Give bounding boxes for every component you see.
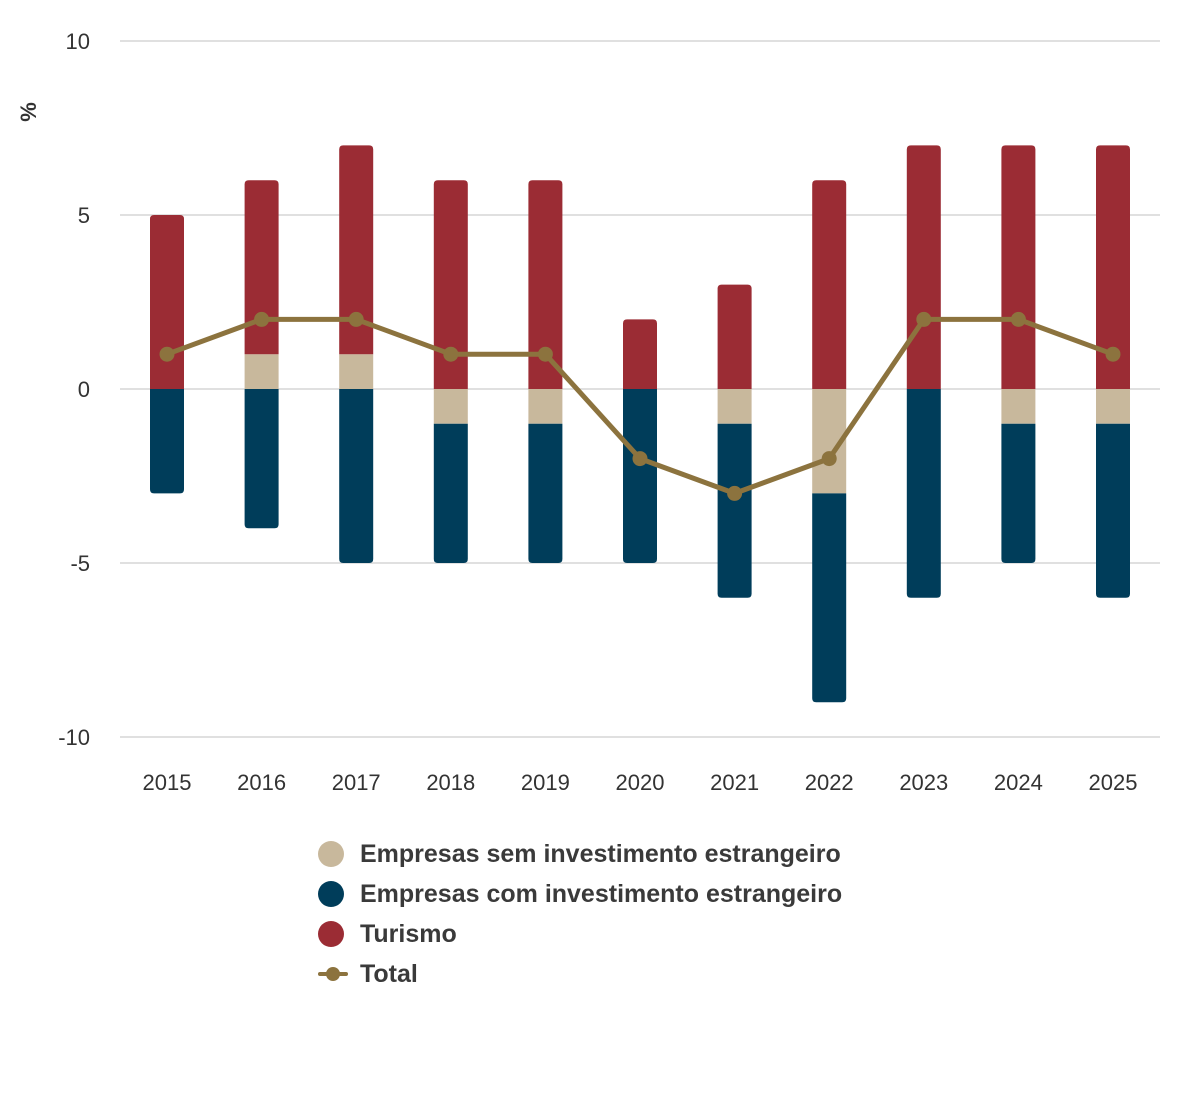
bar-2022-empresas-sem-investimento-estrangeiro: [812, 389, 847, 494]
bar-2025-empresas-sem-investimento-estrangeiro: [1096, 389, 1130, 424]
legend-item-total[interactable]: Total: [318, 954, 842, 994]
bar-2021-empresas-sem-investimento-estrangeiro: [717, 389, 752, 424]
total-line: [159, 311, 1121, 501]
bar-2018-turismo: [433, 180, 468, 389]
total-point-2024: [1010, 311, 1026, 327]
y-tick-label: -10: [58, 725, 90, 750]
bar-2024-turismo: [1001, 145, 1036, 389]
x-tick-label: 2015: [143, 770, 192, 795]
bar-2021-empresas-com-investimento-estrangeiro: [717, 423, 752, 598]
bar-2016-turismo: [244, 180, 279, 355]
y-axis-ticks: 10 5 0 -5 -10: [58, 29, 90, 750]
x-tick-label: 2019: [521, 770, 570, 795]
bar-2021-turismo: [717, 284, 752, 389]
y-tick-label: -5: [70, 551, 90, 576]
x-tick-label: 2021: [710, 770, 759, 795]
legend-label-turismo: Turismo: [360, 919, 457, 948]
y-tick-label: 5: [78, 203, 90, 228]
legend-item-sem-investimento[interactable]: Empresas sem investimento estrangeiro: [318, 834, 842, 874]
bar-2016-empresas-com-investimento-estrangeiro: [244, 389, 279, 529]
legend-item-com-investimento[interactable]: Empresas com investimento estrangeiro: [318, 874, 842, 914]
y-tick-label: 0: [78, 377, 90, 402]
bar-2018-empresas-com-investimento-estrangeiro: [433, 423, 468, 563]
total-point-2018: [443, 346, 459, 362]
total-point-2017: [348, 311, 364, 327]
bar-2017-turismo: [339, 145, 374, 355]
bar-2020-empresas-com-investimento-estrangeiro: [623, 389, 657, 563]
x-tick-label: 2022: [805, 770, 854, 795]
bar-2023-turismo: [906, 145, 941, 389]
x-tick-label: 2017: [332, 770, 381, 795]
legend-label-sem-investimento: Empresas sem investimento estrangeiro: [360, 839, 841, 868]
bar-2024-empresas-sem-investimento-estrangeiro: [1001, 389, 1036, 424]
bar-2025-empresas-com-investimento-estrangeiro: [1096, 423, 1130, 598]
x-tick-label: 2016: [237, 770, 286, 795]
x-tick-label: 2023: [899, 770, 948, 795]
bar-2022-turismo: [812, 180, 847, 389]
y-tick-label: 10: [66, 29, 90, 54]
total-point-2023: [916, 311, 932, 327]
legend-swatch-com-investimento: [318, 881, 344, 907]
total-point-2016: [254, 311, 270, 327]
x-tick-label: 2018: [426, 770, 475, 795]
total-point-2022: [821, 451, 837, 467]
bar-2020-turismo: [623, 319, 657, 389]
total-point-2015: [159, 346, 175, 362]
legend-swatch-total: [318, 961, 348, 987]
x-axis-ticks: 2015 2016 2017 2018 2019 2020 2021 2022 2023 2024…: [143, 770, 1138, 795]
chart: 10 5 0 -5 -10 % 2015 2016 2017 2018 2019 2020 2021…: [16, 29, 1160, 795]
bar-2023-empresas-com-investimento-estrangeiro: [906, 389, 941, 598]
bar-2017-empresas-com-investimento-estrangeiro: [339, 389, 374, 563]
x-tick-label: 2020: [616, 770, 665, 795]
bar-2019-empresas-com-investimento-estrangeiro: [528, 423, 563, 563]
legend-swatch-turismo: [318, 921, 344, 947]
bar-2024-empresas-com-investimento-estrangeiro: [1001, 423, 1036, 563]
bar-2019-empresas-sem-investimento-estrangeiro: [528, 389, 563, 424]
x-tick-label: 2025: [1089, 770, 1138, 795]
total-point-2025: [1105, 346, 1121, 362]
x-tick-label: 2024: [994, 770, 1043, 795]
legend: Empresas sem investimento estrangeiro Em…: [318, 834, 842, 994]
bar-2019-turismo: [528, 180, 563, 389]
bar-2015-empresas-com-investimento-estrangeiro: [150, 389, 184, 494]
total-point-2019: [537, 346, 553, 362]
bar-2016-empresas-sem-investimento-estrangeiro: [244, 354, 279, 389]
bars: [150, 145, 1130, 703]
bar-2025-turismo: [1096, 145, 1130, 389]
total-point-2020: [632, 451, 648, 467]
bar-2015-turismo: [150, 215, 184, 389]
bar-2017-empresas-sem-investimento-estrangeiro: [339, 354, 374, 389]
legend-item-turismo[interactable]: Turismo: [318, 914, 842, 954]
legend-label-com-investimento: Empresas com investimento estrangeiro: [360, 879, 843, 908]
total-point-2021: [727, 485, 743, 501]
bar-2018-empresas-sem-investimento-estrangeiro: [433, 389, 468, 424]
y-axis-title: %: [16, 102, 41, 122]
legend-swatch-sem-investimento: [318, 841, 344, 867]
bar-2022-empresas-com-investimento-estrangeiro: [812, 493, 847, 703]
legend-label-total: Total: [360, 959, 418, 988]
